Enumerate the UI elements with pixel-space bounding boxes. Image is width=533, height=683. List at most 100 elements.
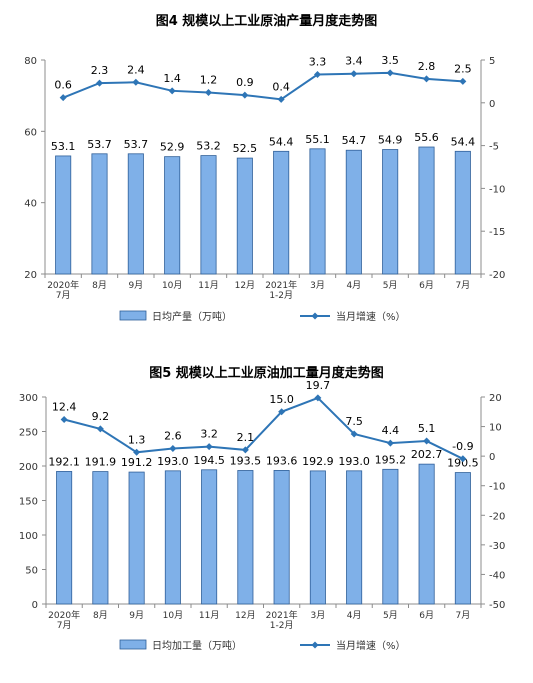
left-tick-label: 100 bbox=[19, 531, 38, 542]
growth-marker bbox=[386, 69, 394, 77]
growth-marker bbox=[60, 415, 68, 423]
growth-value-label: 0.4 bbox=[272, 80, 290, 93]
bar bbox=[418, 146, 435, 275]
legend-bar-swatch bbox=[119, 639, 147, 650]
growth-value-label: 2.3 bbox=[91, 64, 109, 77]
legend-line-label: 当月增速（%） bbox=[336, 310, 406, 323]
growth-marker bbox=[169, 444, 177, 452]
bar bbox=[454, 472, 471, 605]
bar bbox=[309, 470, 326, 605]
growth-value-label: 0.9 bbox=[236, 76, 254, 89]
left-tick-label: 200 bbox=[19, 462, 38, 473]
x-tick-label: 9月 bbox=[128, 280, 143, 291]
x-tick-label: 2020年 bbox=[48, 609, 80, 621]
x-tick-label: 5月 bbox=[383, 280, 398, 291]
bar bbox=[164, 470, 181, 605]
right-tick-label: 0 bbox=[489, 452, 495, 463]
bar bbox=[128, 471, 145, 605]
x-tick-label: 4月 bbox=[346, 280, 361, 291]
growth-value-label: 2.1 bbox=[237, 431, 255, 444]
growth-value-label: 9.2 bbox=[92, 410, 110, 423]
bar-value-label: 52.5 bbox=[233, 142, 258, 155]
bar bbox=[55, 155, 72, 275]
bar bbox=[273, 470, 290, 605]
bar-value-label: 193.0 bbox=[338, 455, 370, 468]
growth-line bbox=[62, 71, 463, 101]
x-tick-label: 10月 bbox=[162, 280, 182, 291]
growth-marker bbox=[350, 70, 358, 78]
legend-line-marker bbox=[311, 641, 319, 649]
bar-value-label: 53.7 bbox=[124, 138, 149, 151]
legend-line-label: 当月增速（%） bbox=[336, 639, 406, 652]
bar bbox=[454, 150, 471, 275]
growth-marker bbox=[350, 430, 358, 438]
bar-value-label: 190.5 bbox=[447, 457, 479, 470]
x-tick-label: 11月 bbox=[199, 610, 219, 621]
x-tick-label: 1-2月 bbox=[270, 620, 294, 631]
left-tick-label: 40 bbox=[24, 199, 37, 210]
right-tick-label: 10 bbox=[489, 423, 502, 434]
growth-marker bbox=[133, 448, 141, 456]
growth-marker bbox=[459, 77, 467, 85]
x-tick-label: 6月 bbox=[419, 280, 434, 291]
bar bbox=[418, 463, 435, 605]
growth-marker bbox=[96, 425, 104, 433]
growth-value-label: 3.2 bbox=[200, 428, 218, 441]
bar-value-label: 55.6 bbox=[414, 131, 439, 144]
right-tick-label: 20 bbox=[489, 393, 502, 404]
right-tick-label: 0 bbox=[489, 99, 495, 110]
right-tick-label: -15 bbox=[489, 227, 505, 238]
growth-marker bbox=[205, 443, 213, 451]
bar-value-label: 53.2 bbox=[196, 140, 221, 153]
bar-value-label: 55.1 bbox=[305, 133, 330, 146]
bar bbox=[345, 149, 362, 275]
x-tick-label: 12月 bbox=[235, 280, 255, 291]
x-tick-label: 7月 bbox=[455, 280, 470, 291]
x-tick-label: 7月 bbox=[57, 620, 72, 631]
bar bbox=[382, 149, 399, 275]
right-tick-label: -5 bbox=[489, 142, 499, 153]
bar bbox=[164, 156, 181, 275]
bar bbox=[382, 468, 399, 605]
legend-bar-label: 日均产量（万吨） bbox=[152, 310, 232, 323]
x-tick-label: 7月 bbox=[456, 610, 471, 621]
bar-value-label: 54.7 bbox=[342, 134, 367, 147]
growth-value-label: 2.8 bbox=[418, 60, 436, 73]
growth-value-label: 1.2 bbox=[200, 74, 218, 87]
growth-marker bbox=[277, 95, 285, 103]
bar-value-label: 194.5 bbox=[193, 454, 225, 467]
x-tick-label: 8月 bbox=[93, 610, 108, 621]
x-tick-label: 6月 bbox=[419, 610, 434, 621]
bar bbox=[273, 150, 290, 275]
x-tick-label: 7月 bbox=[56, 290, 71, 301]
bar-value-label: 52.9 bbox=[160, 141, 185, 154]
right-tick-label: 5 bbox=[489, 56, 495, 67]
left-tick-label: 50 bbox=[25, 566, 38, 577]
growth-value-label: 5.1 bbox=[418, 422, 436, 435]
growth-line bbox=[63, 396, 464, 460]
chart-1-crude-oil-output: 20 40 60 80 5 0 -5 -10 -15 -20 53.1 53.7 53.7 52.9 53.… bbox=[24, 54, 505, 323]
x-tick-label: 8月 bbox=[92, 280, 107, 291]
x-tick-label: 12月 bbox=[235, 610, 255, 621]
left-tick-label: 0 bbox=[32, 600, 38, 611]
growth-value-label: 1.3 bbox=[128, 433, 146, 446]
x-tick-label: 1-2月 bbox=[269, 290, 293, 301]
legend-line-marker bbox=[311, 312, 319, 320]
left-tick-label: 250 bbox=[19, 428, 38, 439]
bar bbox=[56, 471, 73, 605]
growth-marker bbox=[423, 437, 431, 445]
growth-marker bbox=[241, 91, 249, 99]
left-tick-label: 300 bbox=[19, 393, 38, 404]
growth-value-label: 12.4 bbox=[52, 400, 77, 413]
growth-marker bbox=[314, 394, 322, 402]
growth-value-label: 3.3 bbox=[309, 56, 327, 69]
legend-bar-label: 日均加工量（万吨） bbox=[152, 639, 242, 652]
left-tick-label: 60 bbox=[24, 127, 37, 138]
x-tick-label: 4月 bbox=[347, 610, 362, 621]
right-tick-label: -20 bbox=[489, 511, 505, 522]
bar bbox=[346, 470, 363, 605]
bar bbox=[309, 148, 326, 275]
bar-value-label: 54.4 bbox=[269, 135, 294, 148]
growth-marker bbox=[205, 89, 212, 97]
left-tick-label: 80 bbox=[24, 56, 37, 67]
